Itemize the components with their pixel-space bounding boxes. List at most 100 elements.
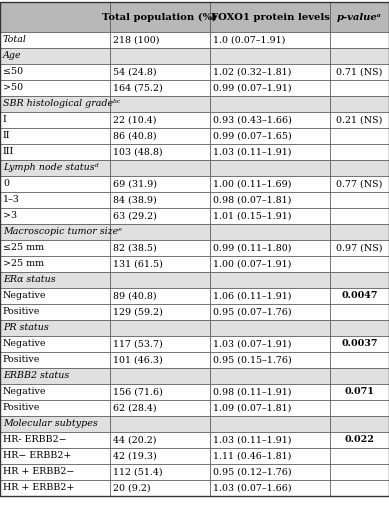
Bar	[110, 208, 210, 224]
Bar	[110, 224, 210, 240]
Bar	[210, 224, 330, 240]
Bar	[0, 272, 110, 288]
Bar	[110, 160, 210, 176]
Text: 156 (71.6): 156 (71.6)	[113, 387, 163, 396]
Bar	[330, 416, 389, 432]
Bar	[0, 384, 110, 400]
Bar	[110, 304, 210, 320]
Bar	[0, 144, 110, 160]
Bar	[210, 208, 330, 224]
Bar	[210, 176, 330, 192]
Bar	[330, 432, 389, 448]
Bar	[330, 192, 389, 208]
Bar	[210, 368, 330, 384]
Bar	[330, 480, 389, 496]
Bar	[330, 448, 389, 464]
Text: Positive: Positive	[3, 403, 40, 412]
Text: 0.98 (0.11–1.91): 0.98 (0.11–1.91)	[213, 387, 291, 396]
Bar	[110, 2, 210, 32]
Text: 1–3: 1–3	[3, 195, 20, 204]
Bar	[210, 96, 330, 112]
Text: 0.0047: 0.0047	[341, 292, 378, 301]
Text: HR- ERBB2−: HR- ERBB2−	[3, 436, 67, 445]
Text: 1.00 (0.11–1.69): 1.00 (0.11–1.69)	[213, 179, 291, 188]
Bar	[0, 336, 110, 352]
Text: 89 (40.8): 89 (40.8)	[113, 292, 157, 301]
Text: 1.02 (0.32–1.81): 1.02 (0.32–1.81)	[213, 68, 291, 77]
Bar	[0, 128, 110, 144]
Text: 0.77 (NS): 0.77 (NS)	[336, 179, 383, 188]
Bar	[210, 64, 330, 80]
Bar	[210, 480, 330, 496]
Bar	[110, 336, 210, 352]
Bar	[110, 272, 210, 288]
Text: SBR histological gradeᵇᶜ: SBR histological gradeᵇᶜ	[3, 99, 120, 109]
Bar	[0, 448, 110, 464]
Bar	[0, 224, 110, 240]
Bar	[330, 288, 389, 304]
Bar	[110, 64, 210, 80]
Bar	[210, 192, 330, 208]
Text: 0.98 (0.07–1.81): 0.98 (0.07–1.81)	[213, 195, 291, 204]
Bar	[330, 96, 389, 112]
Bar	[0, 112, 110, 128]
Text: Negative: Negative	[3, 387, 47, 396]
Text: Negative: Negative	[3, 292, 47, 301]
Bar	[210, 144, 330, 160]
Bar	[0, 32, 110, 48]
Bar	[0, 320, 110, 336]
Text: p-valueᵃ: p-valueᵃ	[337, 12, 382, 21]
Text: 0.93 (0.43–1.66): 0.93 (0.43–1.66)	[213, 115, 292, 124]
Bar	[210, 384, 330, 400]
Text: 0.95 (0.12–1.76): 0.95 (0.12–1.76)	[213, 468, 292, 477]
Text: 54 (24.8): 54 (24.8)	[113, 68, 157, 77]
Bar	[110, 368, 210, 384]
Bar	[0, 368, 110, 384]
Bar	[210, 112, 330, 128]
Bar	[210, 288, 330, 304]
Bar	[110, 480, 210, 496]
Text: Positive: Positive	[3, 307, 40, 317]
Bar	[330, 208, 389, 224]
Text: 1.03 (0.07–1.91): 1.03 (0.07–1.91)	[213, 339, 291, 348]
Bar	[110, 240, 210, 256]
Text: PR status: PR status	[3, 323, 49, 332]
Text: III: III	[3, 147, 14, 156]
Bar	[110, 416, 210, 432]
Text: 112 (51.4): 112 (51.4)	[113, 468, 163, 477]
Bar	[0, 288, 110, 304]
Text: HR + ERBB2−: HR + ERBB2−	[3, 468, 74, 477]
Text: >3: >3	[3, 212, 17, 220]
Text: II: II	[3, 131, 11, 140]
Bar	[330, 304, 389, 320]
Text: 42 (19.3): 42 (19.3)	[113, 452, 157, 461]
Text: 22 (10.4): 22 (10.4)	[113, 115, 156, 124]
Bar	[330, 144, 389, 160]
Text: >50: >50	[3, 84, 23, 93]
Bar	[210, 2, 330, 32]
Bar	[210, 416, 330, 432]
Text: 20 (9.2): 20 (9.2)	[113, 484, 151, 493]
Bar	[0, 416, 110, 432]
Text: >25 mm: >25 mm	[3, 260, 44, 269]
Text: 0.071: 0.071	[345, 387, 375, 396]
Bar	[330, 336, 389, 352]
Text: 218 (100): 218 (100)	[113, 36, 159, 45]
Bar	[0, 480, 110, 496]
Bar	[330, 272, 389, 288]
Bar	[110, 464, 210, 480]
Text: 0: 0	[3, 179, 9, 188]
Text: 1.03 (0.07–1.66): 1.03 (0.07–1.66)	[213, 484, 292, 493]
Text: ERBB2 status: ERBB2 status	[3, 371, 69, 380]
Bar	[330, 352, 389, 368]
Bar	[210, 160, 330, 176]
Bar	[330, 368, 389, 384]
Text: 0.022: 0.022	[345, 436, 375, 445]
Bar	[110, 128, 210, 144]
Bar	[330, 384, 389, 400]
Bar	[210, 336, 330, 352]
Text: HR− ERBB2+: HR− ERBB2+	[3, 452, 71, 461]
Text: 0.99 (0.07–1.65): 0.99 (0.07–1.65)	[213, 131, 292, 140]
Bar	[330, 2, 389, 32]
Text: 1.0 (0.07–1.91): 1.0 (0.07–1.91)	[213, 36, 286, 45]
